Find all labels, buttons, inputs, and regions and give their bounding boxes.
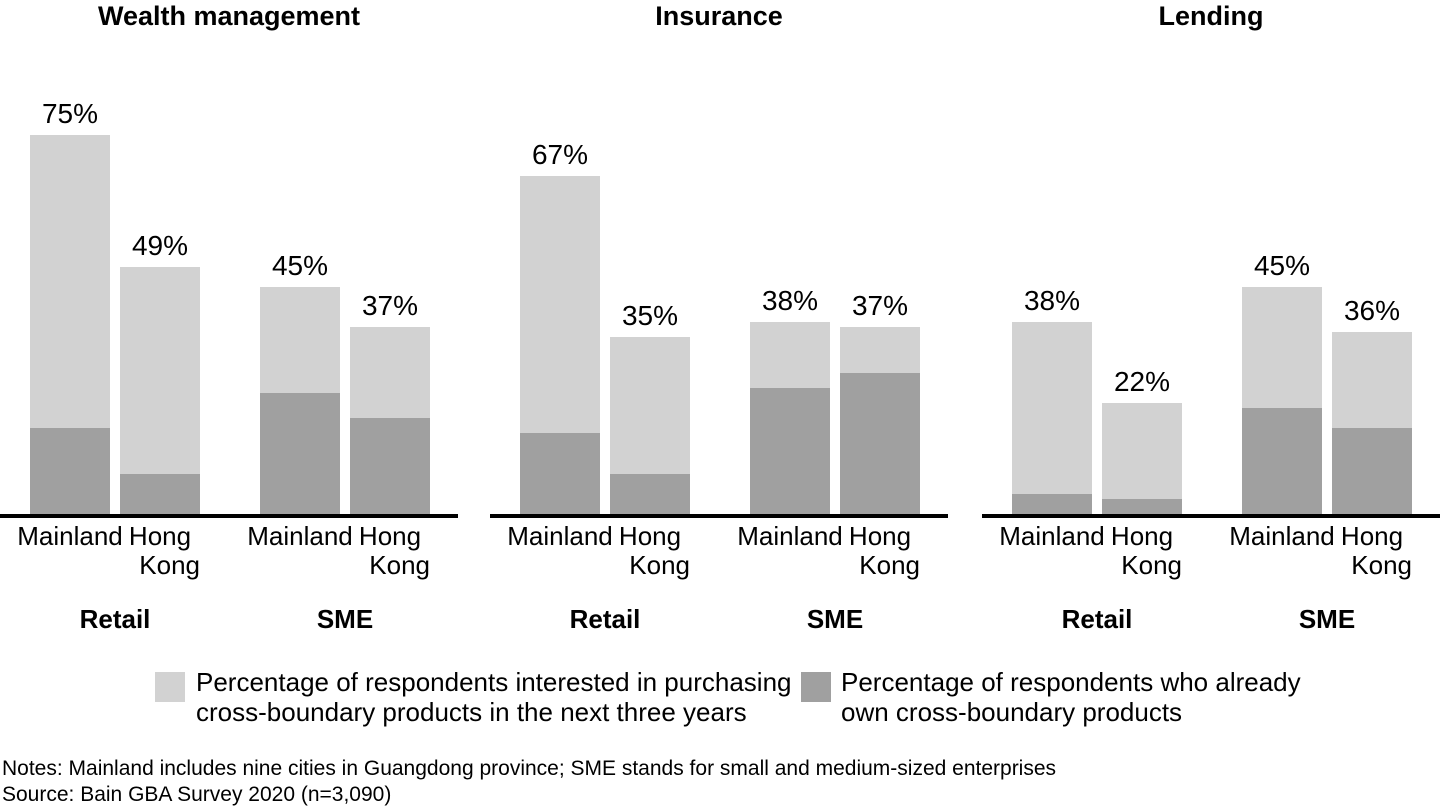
tick-label-line: Kong bbox=[859, 550, 920, 580]
legend-label-interested-line2: cross-boundary products in the next thre… bbox=[196, 696, 747, 727]
panel-title: Insurance bbox=[655, 1, 783, 31]
tick-label-line: Hong bbox=[1110, 521, 1174, 551]
segment-interested bbox=[520, 176, 600, 433]
panel-title: Wealth management bbox=[97, 1, 361, 31]
segment-interested bbox=[1242, 287, 1322, 408]
value-label: 38% bbox=[1023, 285, 1081, 316]
tick-label-mainland: Mainland bbox=[17, 521, 123, 551]
value-label: 45% bbox=[271, 250, 329, 281]
source-text: Source: Bain GBA Survey 2020 (n=3,090) bbox=[2, 783, 392, 806]
x-axis-line bbox=[490, 514, 948, 518]
segment-interested bbox=[610, 337, 690, 474]
segment-interested bbox=[350, 327, 430, 418]
tick-label-mainland: Mainland bbox=[1229, 521, 1335, 551]
segment-interested bbox=[750, 322, 830, 388]
segment-owned bbox=[1102, 499, 1182, 514]
group-label-sme: SME bbox=[1298, 604, 1356, 634]
legend-swatch-interested bbox=[155, 672, 185, 702]
bar-retail-hong-kong bbox=[120, 267, 200, 514]
bar-sme-hong-kong bbox=[840, 327, 920, 514]
tick-label-line: Kong bbox=[629, 550, 690, 580]
tick-label-mainland: Mainland bbox=[999, 521, 1105, 551]
tick-label-line: Hong bbox=[128, 521, 192, 551]
bar-sme-hong-kong bbox=[1332, 332, 1412, 514]
bar-sme-mainland bbox=[750, 322, 830, 514]
value-label: 37% bbox=[851, 290, 909, 321]
segment-interested bbox=[30, 135, 110, 428]
segment-owned bbox=[840, 373, 920, 514]
x-axis-line bbox=[982, 514, 1440, 518]
segment-owned bbox=[120, 474, 200, 514]
bar-retail-hong-kong bbox=[610, 337, 690, 514]
tick-label-hong-kong: Hong Kong bbox=[350, 522, 430, 580]
legend-label-owned-line2: own cross-boundary products bbox=[841, 696, 1183, 727]
value-label: 49% bbox=[131, 230, 189, 261]
tick-label-line: Hong bbox=[618, 521, 682, 551]
tick-label-line: Kong bbox=[139, 550, 200, 580]
tick-label-mainland: Mainland bbox=[247, 521, 353, 551]
notes-text: Notes: Mainland includes nine cities in … bbox=[2, 757, 1057, 780]
panel-lending: Lending 38% Mainland 22% Hong Kong Retail 45% Ma… bbox=[982, 0, 1440, 650]
value-label: 75% bbox=[41, 98, 99, 129]
segment-interested bbox=[840, 327, 920, 373]
tick-label-hong-kong: Hong Kong bbox=[610, 522, 690, 580]
panel-wealth-management: Wealth management 75% Mainland 49% Hong Kong R… bbox=[0, 0, 458, 650]
tick-label-hong-kong: Hong Kong bbox=[840, 522, 920, 580]
segment-owned bbox=[1242, 408, 1322, 514]
tick-label-hong-kong: Hong Kong bbox=[120, 522, 200, 580]
x-axis-line bbox=[0, 514, 458, 518]
tick-label-line: Kong bbox=[369, 550, 430, 580]
bar-sme-hong-kong bbox=[350, 327, 430, 514]
bar-retail-mainland bbox=[1012, 322, 1092, 514]
group-label-retail: Retail bbox=[79, 604, 151, 634]
legend-label-interested: Percentage of respondents interested in … bbox=[196, 667, 792, 727]
segment-owned bbox=[520, 433, 600, 514]
segment-interested bbox=[1102, 403, 1182, 499]
legend-swatch-owned bbox=[801, 672, 831, 702]
stacked-bar-chart: Wealth management 75% Mainland 49% Hong Kong R… bbox=[0, 0, 1440, 650]
value-label: 38% bbox=[761, 285, 819, 316]
panel-insurance: Insurance 67% Mainland 35% Hong Kong Retail 38%… bbox=[490, 0, 948, 650]
group-label-retail: Retail bbox=[1061, 604, 1133, 634]
bar-retail-mainland bbox=[30, 135, 110, 514]
segment-owned bbox=[750, 388, 830, 514]
bar-retail-hong-kong bbox=[1102, 403, 1182, 514]
bar-sme-mainland bbox=[260, 287, 340, 514]
tick-label-line: Kong bbox=[1121, 550, 1182, 580]
value-label: 22% bbox=[1113, 366, 1171, 397]
segment-interested bbox=[1012, 322, 1092, 494]
tick-label-mainland: Mainland bbox=[507, 521, 613, 551]
bar-sme-mainland bbox=[1242, 287, 1322, 514]
tick-label-hong-kong: Hong Kong bbox=[1102, 522, 1182, 580]
segment-owned bbox=[260, 393, 340, 514]
value-label: 67% bbox=[531, 139, 589, 170]
tick-label-line: Hong bbox=[1340, 521, 1404, 551]
legend-label-interested-line1: Percentage of respondents interested in … bbox=[196, 667, 792, 697]
legend-label-owned-line1: Percentage of respondents who already bbox=[841, 667, 1301, 697]
segment-owned bbox=[30, 428, 110, 514]
segment-owned bbox=[350, 418, 430, 514]
segment-owned bbox=[1332, 428, 1412, 514]
segment-interested bbox=[120, 267, 200, 474]
group-label-retail: Retail bbox=[569, 604, 641, 634]
segment-interested bbox=[1332, 332, 1412, 428]
tick-label-line: Hong bbox=[358, 521, 422, 551]
segment-owned bbox=[610, 474, 690, 514]
bar-retail-mainland bbox=[520, 176, 600, 514]
tick-label-mainland: Mainland bbox=[737, 521, 843, 551]
value-label: 36% bbox=[1343, 295, 1401, 326]
group-label-sme: SME bbox=[806, 604, 864, 634]
value-label: 45% bbox=[1253, 250, 1311, 281]
segment-interested bbox=[260, 287, 340, 393]
panel-title: Lending bbox=[1158, 1, 1264, 31]
value-label: 37% bbox=[361, 290, 419, 321]
tick-label-line: Hong bbox=[848, 521, 912, 551]
value-label: 35% bbox=[621, 300, 679, 331]
segment-owned bbox=[1012, 494, 1092, 514]
tick-label-hong-kong: Hong Kong bbox=[1332, 522, 1412, 580]
legend-label-owned: Percentage of respondents who already ow… bbox=[841, 667, 1301, 727]
group-label-sme: SME bbox=[316, 604, 374, 634]
tick-label-line: Kong bbox=[1351, 550, 1412, 580]
